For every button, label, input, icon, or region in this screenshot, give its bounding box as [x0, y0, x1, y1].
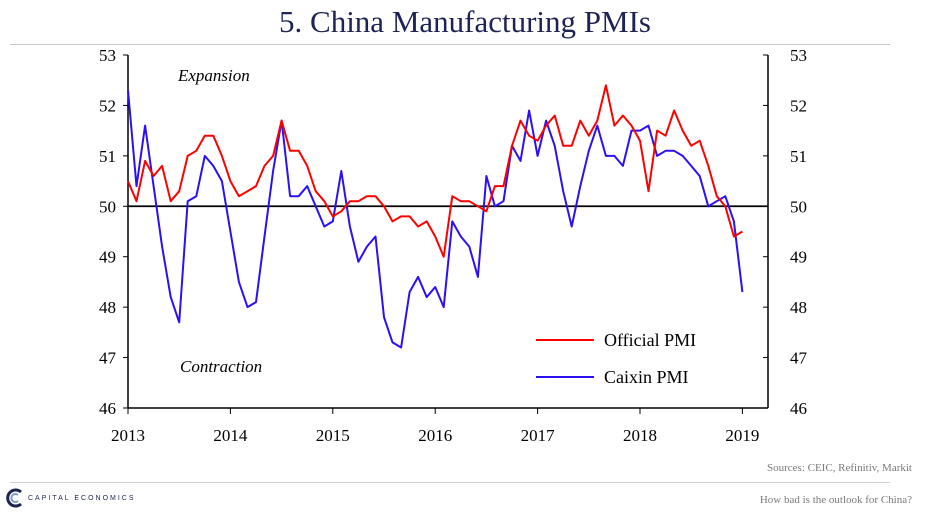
y-tick-label-right: 50	[790, 197, 807, 216]
y-tick-label-right: 53	[790, 46, 807, 65]
series-line-official-pmi	[127, 84, 743, 258]
legend-label-caixin-pmi: Caixin PMI	[604, 367, 689, 387]
logo-swirl-icon	[6, 488, 22, 508]
logo-text: CAPITAL ECONOMICS	[28, 494, 136, 502]
contraction-annotation: Contraction	[180, 357, 262, 376]
page-title: 5. China Manufacturing PMIs	[279, 4, 651, 39]
y-tick-label-left: 46	[99, 399, 116, 418]
x-tick-label: 2016	[418, 426, 452, 445]
y-tick-label-left: 53	[99, 46, 116, 65]
title-divider	[10, 44, 890, 45]
y-tick-label-left: 52	[99, 96, 116, 115]
x-tick-label: 2018	[623, 426, 657, 445]
y-tick-label-right: 47	[790, 349, 808, 368]
y-tick-label-right: 46	[790, 399, 807, 418]
y-tick-label-right: 51	[790, 147, 807, 166]
y-tick-label-right: 48	[790, 298, 807, 317]
x-tick-label: 2017	[521, 426, 556, 445]
y-tick-label-left: 49	[99, 248, 116, 267]
y-tick-label-left: 47	[99, 349, 117, 368]
x-tick-label: 2014	[213, 426, 248, 445]
legend-label-official-pmi: Official PMI	[604, 330, 696, 350]
y-tick-label-left: 50	[99, 197, 116, 216]
capital-economics-logo: CAPITAL ECONOMICS	[6, 488, 136, 508]
y-tick-label-right: 52	[790, 96, 807, 115]
series-line-caixin-pmi	[127, 90, 744, 349]
x-tick-label: 2015	[316, 426, 350, 445]
y-tick-label-left: 48	[99, 298, 116, 317]
source-note: Sources: CEIC, Refinitiv, Markit	[766, 462, 912, 474]
footer-note: How bad is the outlook for China?	[759, 494, 912, 506]
x-tick-label: 2013	[111, 426, 145, 445]
y-tick-label-right: 49	[790, 248, 807, 267]
x-tick-label: 2019	[725, 426, 759, 445]
y-tick-label-left: 51	[99, 147, 116, 166]
footer-divider	[10, 482, 890, 483]
expansion-annotation: Expansion	[177, 66, 250, 85]
